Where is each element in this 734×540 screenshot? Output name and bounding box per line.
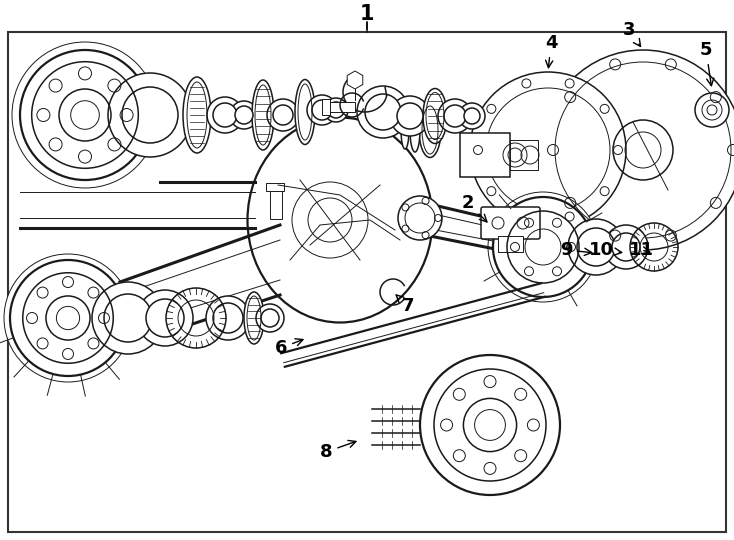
Circle shape xyxy=(256,304,284,332)
Circle shape xyxy=(324,98,348,122)
Circle shape xyxy=(543,50,734,250)
Text: 4: 4 xyxy=(545,34,557,68)
Circle shape xyxy=(470,72,626,228)
Circle shape xyxy=(207,97,243,133)
Text: 10: 10 xyxy=(589,241,622,259)
Circle shape xyxy=(577,228,615,266)
Circle shape xyxy=(230,101,258,129)
Circle shape xyxy=(357,86,409,138)
Circle shape xyxy=(235,106,253,124)
Circle shape xyxy=(464,108,480,124)
Ellipse shape xyxy=(410,108,420,152)
Circle shape xyxy=(328,102,344,118)
Text: 8: 8 xyxy=(320,441,356,461)
Bar xyxy=(325,102,355,112)
Circle shape xyxy=(438,99,472,133)
Circle shape xyxy=(459,103,485,129)
Circle shape xyxy=(137,290,193,346)
Circle shape xyxy=(568,219,624,275)
Circle shape xyxy=(261,309,279,327)
Circle shape xyxy=(206,296,250,340)
Circle shape xyxy=(122,87,178,143)
Ellipse shape xyxy=(401,111,409,149)
Ellipse shape xyxy=(244,292,264,344)
Circle shape xyxy=(92,282,164,354)
Text: 6: 6 xyxy=(275,339,303,357)
Bar xyxy=(266,183,284,191)
Ellipse shape xyxy=(252,80,274,150)
Text: 5: 5 xyxy=(700,41,714,86)
Bar xyxy=(460,133,510,177)
Circle shape xyxy=(604,225,648,269)
Text: 3: 3 xyxy=(622,21,641,46)
Bar xyxy=(270,191,282,219)
Ellipse shape xyxy=(423,89,447,144)
Ellipse shape xyxy=(295,79,315,145)
Circle shape xyxy=(12,42,158,188)
Text: 1: 1 xyxy=(360,4,374,24)
Text: 11: 11 xyxy=(628,241,653,259)
Circle shape xyxy=(213,303,243,333)
Circle shape xyxy=(273,105,293,125)
Ellipse shape xyxy=(183,77,211,153)
Circle shape xyxy=(398,196,442,240)
Circle shape xyxy=(390,96,430,136)
Circle shape xyxy=(488,192,598,302)
Circle shape xyxy=(20,50,150,180)
Circle shape xyxy=(493,197,593,297)
Circle shape xyxy=(312,100,332,120)
Bar xyxy=(510,140,538,170)
Circle shape xyxy=(444,105,466,127)
Circle shape xyxy=(365,94,401,130)
Circle shape xyxy=(612,233,640,261)
Bar xyxy=(322,99,330,115)
FancyBboxPatch shape xyxy=(481,207,540,239)
Circle shape xyxy=(307,95,337,125)
Text: 2: 2 xyxy=(462,194,487,222)
Circle shape xyxy=(10,260,126,376)
Circle shape xyxy=(420,355,560,495)
Text: 7: 7 xyxy=(396,295,414,315)
Text: 9: 9 xyxy=(560,241,592,259)
Bar xyxy=(498,236,523,252)
Circle shape xyxy=(108,73,192,157)
Circle shape xyxy=(104,294,152,342)
Circle shape xyxy=(397,103,423,129)
Circle shape xyxy=(4,254,132,382)
Circle shape xyxy=(267,99,299,131)
Ellipse shape xyxy=(419,103,441,158)
Circle shape xyxy=(213,103,237,127)
Circle shape xyxy=(695,93,729,127)
Circle shape xyxy=(146,299,184,337)
Ellipse shape xyxy=(247,118,432,322)
